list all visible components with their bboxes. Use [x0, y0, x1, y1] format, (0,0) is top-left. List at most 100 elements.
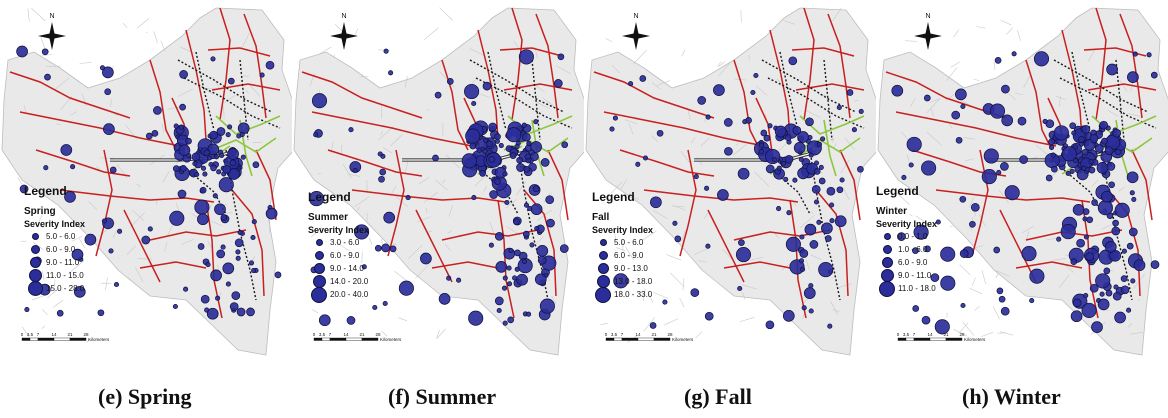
severity-point: [1081, 165, 1087, 171]
north-arrow-cross: [38, 33, 66, 39]
severity-point: [506, 127, 522, 143]
severity-point: [797, 131, 809, 143]
legend-class-1: 5.0 - 6.0: [24, 230, 85, 243]
local-street: [47, 287, 60, 299]
local-street: [1118, 186, 1126, 192]
scale-segment: [897, 337, 907, 341]
local-street: [625, 246, 634, 261]
severity-point: [738, 239, 745, 246]
scale-unit-label: Kilometers: [380, 337, 402, 342]
local-street: [476, 92, 490, 98]
local-street: [666, 254, 682, 261]
severity-point: [482, 148, 488, 154]
severity-point: [215, 295, 221, 301]
local-street: [642, 288, 646, 302]
arterial-road: [415, 209, 453, 283]
rail-line: [761, 59, 857, 113]
severity-point: [540, 158, 550, 167]
severity-point: [514, 249, 521, 257]
severity-point: [801, 305, 807, 311]
local-street: [718, 62, 731, 76]
severity-point: [808, 152, 814, 158]
severity-point: [194, 171, 200, 178]
arterial-road: [499, 47, 563, 57]
severity-point: [649, 322, 657, 329]
local-street: [974, 306, 980, 311]
severity-point: [1089, 134, 1099, 143]
severity-point: [839, 177, 845, 183]
local-street: [1127, 322, 1133, 328]
severity-point: [1029, 298, 1035, 304]
local-street: [423, 27, 439, 40]
severity-point: [609, 126, 615, 132]
local-street: [691, 137, 696, 144]
local-street: [551, 295, 557, 304]
severity-point: [1112, 219, 1119, 227]
local-street: [381, 330, 388, 337]
severity-point: [656, 129, 664, 137]
severity-point: [183, 286, 189, 292]
severity-point: [495, 261, 508, 273]
severity-point: [765, 164, 775, 174]
local-street: [953, 29, 960, 38]
severity-point: [494, 178, 501, 185]
scale-segment: [653, 337, 671, 341]
scale-tick-label: 28: [83, 332, 89, 337]
severity-point: [197, 243, 205, 250]
severity-point: [1128, 227, 1138, 237]
severity-point: [141, 235, 151, 245]
severity-point: [169, 210, 185, 226]
severity-point: [476, 147, 482, 153]
severity-point: [891, 84, 904, 97]
severity-point: [97, 309, 105, 317]
severity-point: [361, 264, 367, 270]
local-street: [630, 196, 639, 200]
severity-point: [468, 310, 484, 326]
north-label: N: [341, 13, 346, 20]
severity-point: [805, 117, 814, 127]
severity-point: [1095, 273, 1111, 289]
local-street: [926, 98, 940, 114]
map-panel-fall: N 0 3.5 7 14 21 28 Kilometers Legend Fall Sever…: [584, 0, 876, 418]
severity-point: [553, 79, 563, 88]
severity-point: [1072, 203, 1085, 216]
local-street: [664, 318, 679, 326]
legend-summer: Legend Summer Severity Index 3.0 - 6.0 6…: [308, 190, 369, 303]
severity-point: [488, 242, 494, 248]
local-street: [694, 247, 710, 255]
severity-point: [981, 169, 997, 185]
severity-point: [222, 262, 235, 275]
severity-point: [996, 170, 1002, 176]
local-street: [42, 270, 45, 281]
severity-point: [405, 195, 411, 201]
severity-point: [1113, 284, 1119, 290]
severity-point: [1126, 307, 1132, 313]
scale-tick-label: 0: [313, 332, 316, 337]
severity-point: [532, 185, 540, 193]
severity-point: [212, 193, 218, 199]
arterial-road: [1061, 29, 1083, 141]
severity-point: [185, 137, 192, 145]
severity-point: [836, 104, 842, 110]
severity-point: [432, 154, 439, 162]
severity-point: [446, 275, 452, 281]
local-street: [840, 159, 850, 174]
severity-point: [690, 288, 700, 297]
severity-point: [352, 168, 358, 174]
severity-point: [1019, 155, 1028, 164]
local-street: [605, 38, 613, 43]
severity-point: [471, 100, 477, 107]
severity-point: [1071, 130, 1077, 136]
severity-point: [372, 304, 378, 311]
local-street: [1023, 73, 1032, 89]
arterial-road: [535, 13, 559, 119]
severity-point: [1088, 166, 1096, 174]
severity-point: [753, 72, 759, 79]
north-arrow-cross: [914, 33, 942, 39]
local-street: [330, 141, 334, 155]
severity-point: [504, 199, 510, 206]
severity-point: [808, 308, 814, 314]
severity-point: [172, 165, 180, 172]
local-street: [208, 203, 212, 213]
severity-point: [389, 245, 397, 253]
